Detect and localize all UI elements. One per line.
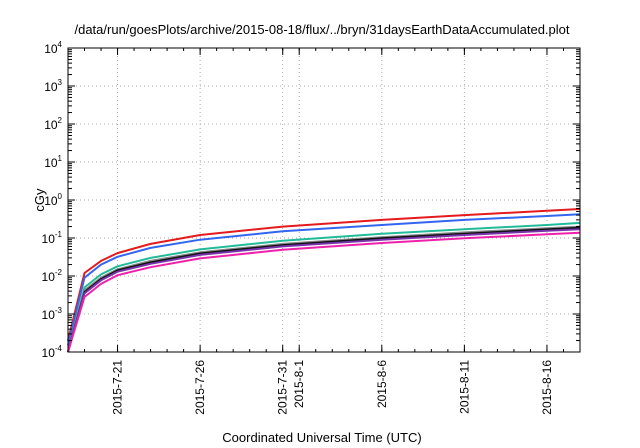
series-line-1	[67, 208, 581, 341]
series-line-4	[67, 225, 581, 353]
x-tick-label: 2015-7-26	[193, 360, 207, 415]
y-tick-label: 10-3	[42, 306, 63, 322]
y-tick-label: 101	[44, 154, 62, 170]
x-tick-label: 2015-8-1	[292, 360, 306, 408]
series-line-3	[67, 221, 581, 353]
chart-title: /data/run/goesPlots/archive/2015-08-18/f…	[74, 22, 569, 37]
y-axis-label: cGy	[32, 188, 47, 212]
y-tick-label: 10-1	[42, 230, 63, 246]
x-tick-label: 2015-7-31	[276, 360, 290, 415]
y-tick-label: 100	[44, 192, 62, 208]
x-tick-label: 2015-8-16	[540, 360, 554, 415]
series-line-7	[67, 231, 581, 353]
x-tick-label: 2015-7-21	[111, 360, 125, 415]
y-tick-label: 10-4	[42, 344, 63, 360]
series-line-2	[67, 213, 581, 346]
y-tick-label: 103	[44, 78, 62, 94]
x-tick-label: 2015-8-11	[457, 360, 471, 414]
y-axis: 10-4 10-3 10-2 10-1 100 101 102 103 104	[42, 40, 580, 360]
y-tick-label: 102	[44, 116, 62, 132]
y-tick-label: 104	[44, 40, 62, 56]
grid	[68, 48, 580, 352]
series-group	[67, 208, 581, 353]
x-tick-label: 2015-8-6	[375, 360, 389, 408]
y-tick-label: 10-2	[42, 268, 63, 284]
x-axis-label: Coordinated Universal Time (UTC)	[222, 430, 421, 445]
x-axis: 2015-7-21 2015-7-26 2015-7-31 2015-8-1 2015-…	[67, 48, 581, 415]
series-line-6	[67, 228, 581, 353]
